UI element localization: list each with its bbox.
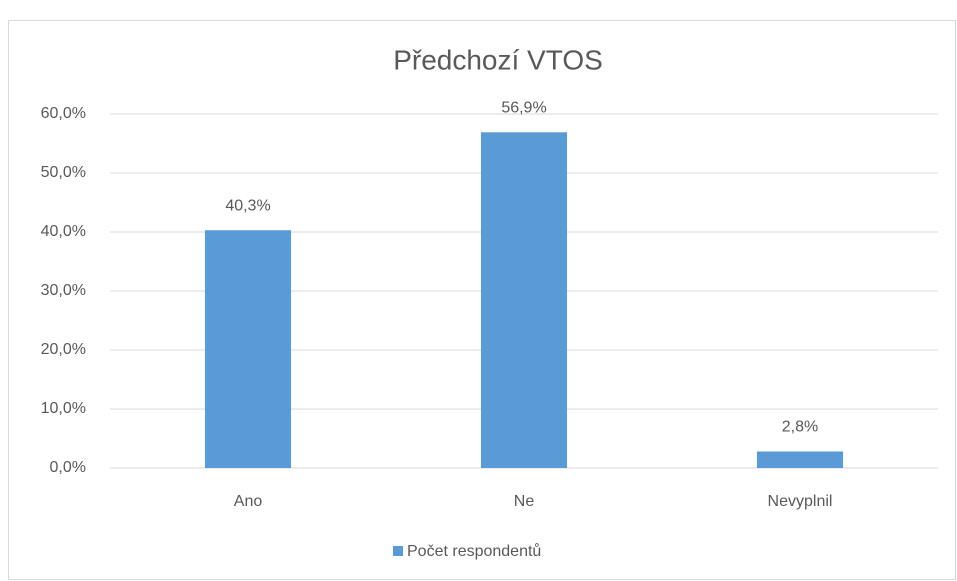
x-tick-label: Ne [514,493,535,510]
y-tick-label: 10,0% [41,400,86,417]
bar [480,132,568,469]
data-label: 56,9% [501,100,546,117]
y-tick-label: 0,0% [50,459,86,476]
x-tick-label: Nevyplnil [768,493,833,510]
legend-label: Počet respondentů [407,542,541,560]
y-tick-label: 50,0% [41,164,86,181]
legend-swatch [393,546,403,556]
y-tick-label: 40,0% [41,223,86,240]
y-tick-label: 20,0% [41,341,86,358]
y-tick-label: 30,0% [41,282,86,299]
y-tick-label: 60,0% [41,105,86,122]
chart-title: Předchozí VTOS [393,44,603,75]
x-tick-label: Ano [234,493,263,510]
data-label: 2,8% [782,419,818,436]
bar [756,451,844,468]
bar [204,230,292,468]
data-label: 40,3% [225,197,270,214]
